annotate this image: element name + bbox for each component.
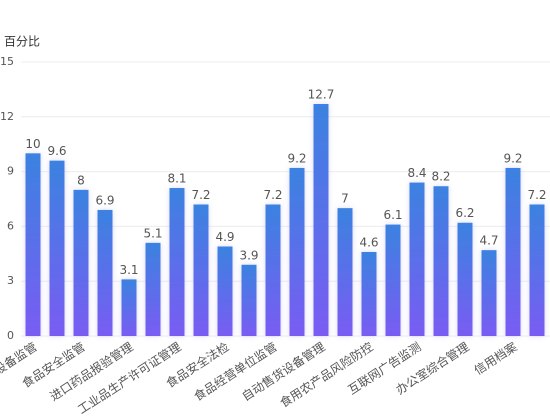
bar [25, 153, 41, 336]
bar [481, 250, 497, 336]
data-label: 10 [25, 137, 40, 151]
bar [169, 188, 185, 336]
data-label: 6.1 [383, 208, 402, 222]
data-label: 7.2 [527, 188, 546, 202]
data-label: 6.9 [95, 193, 114, 207]
bar [529, 204, 545, 336]
bar [409, 182, 425, 336]
bar [289, 167, 305, 336]
y-tick-label: 15 [0, 55, 14, 68]
data-label: 8.2 [431, 170, 450, 184]
bar [73, 189, 89, 336]
data-label: 7.2 [263, 188, 282, 202]
bar [265, 204, 281, 336]
bar [121, 279, 137, 336]
y-tick-label: 12 [0, 110, 14, 123]
y-tick-label: 0 [7, 329, 14, 342]
data-label: 3.9 [239, 248, 258, 262]
bar [145, 242, 161, 336]
bar [49, 160, 65, 336]
bar [505, 167, 521, 336]
y-tick-label: 9 [7, 165, 14, 178]
y-tick-label: 6 [7, 219, 14, 232]
bar [457, 222, 473, 336]
bar [385, 224, 401, 336]
bar [433, 186, 449, 336]
x-tick-label: 食品经营单位监管 [191, 339, 280, 404]
data-label: 7.2 [191, 188, 210, 202]
data-label: 9.2 [287, 151, 306, 165]
data-label: 6.2 [455, 206, 474, 220]
y-axis-title: 百分比 [4, 35, 40, 49]
y-tick-label: 3 [7, 274, 14, 287]
data-label: 8.1 [167, 172, 186, 186]
data-label: 12.7 [308, 88, 335, 102]
data-label: 3.1 [119, 263, 138, 277]
data-label: 7 [341, 192, 349, 206]
data-label: 9.6 [47, 144, 66, 158]
data-label: 8.4 [407, 166, 426, 180]
data-label: 8 [77, 173, 85, 187]
data-label: 4.9 [215, 230, 234, 244]
data-label: 4.7 [479, 234, 498, 248]
x-tick-label: 信用档案 [471, 339, 519, 378]
data-label: 4.6 [359, 235, 378, 249]
bar [241, 264, 257, 336]
bar [313, 104, 329, 336]
bar [337, 208, 353, 336]
bar [361, 251, 377, 336]
bar [97, 209, 113, 336]
bar [193, 204, 209, 336]
data-label: 5.1 [143, 226, 162, 240]
bar [217, 246, 233, 336]
data-label: 9.2 [503, 151, 522, 165]
